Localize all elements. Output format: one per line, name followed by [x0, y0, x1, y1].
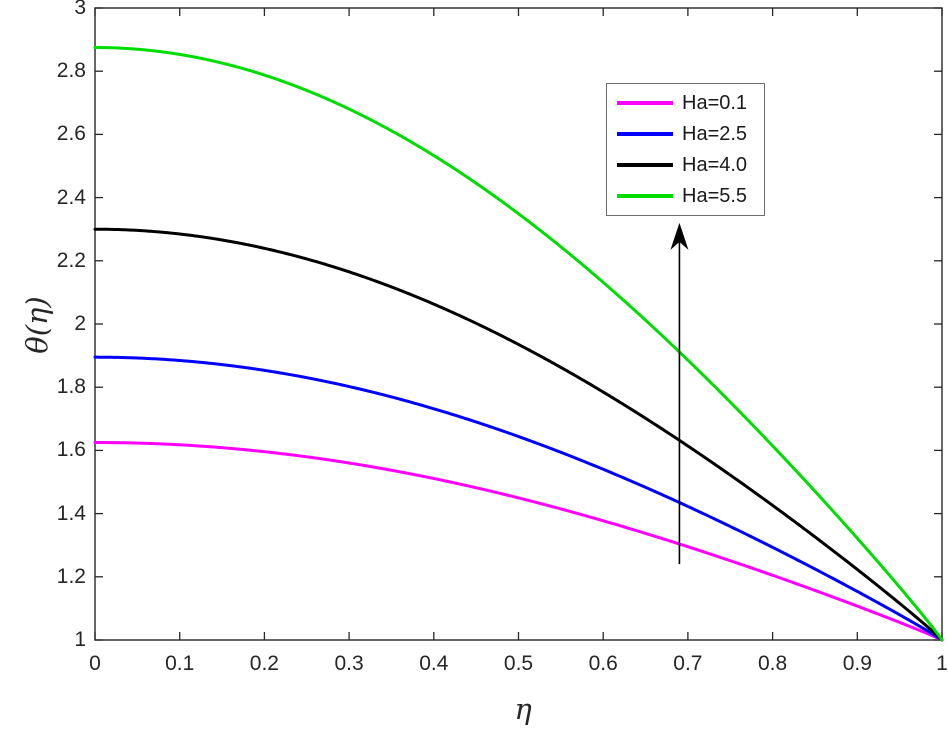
legend-label: Ha=5.5: [682, 184, 748, 207]
legend-label: Ha=2.5: [682, 122, 748, 145]
x-tick-label: 0.3: [334, 652, 364, 675]
y-tick-label: 2.4: [56, 185, 86, 209]
y-tick-label: 2.6: [56, 122, 86, 146]
curve-ha-4.0: [93, 227, 944, 642]
x-tick-label: 0.7: [673, 652, 703, 675]
y-tick-label: 1.6: [56, 438, 86, 462]
y-tick-label: 3: [74, 0, 86, 19]
legend-row: Ha=5.5: [607, 182, 764, 210]
y-tick-label: 1.4: [56, 501, 86, 525]
x-tick-label: 0.6: [588, 652, 618, 675]
y-tick-label: 2: [74, 312, 86, 335]
x-tick-label: 0.1: [165, 652, 195, 675]
x-tick-label: 1: [936, 652, 948, 675]
x-tick-label: 0.2: [249, 652, 279, 675]
y-axis-label: θ(η): [20, 296, 54, 354]
x-tick-label: 0.8: [757, 652, 788, 675]
curve-ha-2.5: [93, 355, 944, 642]
x-tick-label: 0.5: [503, 652, 534, 675]
legend-line-swatch: [617, 132, 673, 136]
legend-line-swatch: [617, 163, 673, 167]
x-tick-label: 0.9: [842, 652, 872, 675]
y-tick-label: 2.2: [56, 248, 86, 272]
x-axis-label: η: [514, 692, 532, 726]
legend: Ha=0.1 Ha=2.5 Ha=4.0 Ha=5.5: [606, 83, 765, 216]
increasing-ha-arrow-head: [670, 222, 689, 250]
legend-line-swatch: [617, 101, 673, 105]
y-tick-label: 1.2: [56, 564, 86, 588]
curve-ha-0.1: [93, 441, 944, 642]
axes-frame: [94, 7, 943, 641]
y-tick-label: 2.8: [56, 59, 86, 83]
y-tick-label: 1: [74, 628, 86, 651]
legend-label: Ha=0.1: [682, 91, 748, 114]
x-tick-label: 0.4: [419, 652, 449, 675]
x-tick-label: 0: [89, 652, 101, 675]
legend-line-swatch: [617, 194, 673, 198]
legend-label: Ha=4.0: [682, 153, 748, 176]
y-tick-label: 1.8: [56, 375, 86, 399]
legend-row: Ha=2.5: [607, 120, 764, 148]
legend-row: Ha=4.0: [607, 151, 764, 179]
legend-row: Ha=0.1: [607, 89, 764, 117]
curve-ha-5.5: [93, 46, 944, 642]
